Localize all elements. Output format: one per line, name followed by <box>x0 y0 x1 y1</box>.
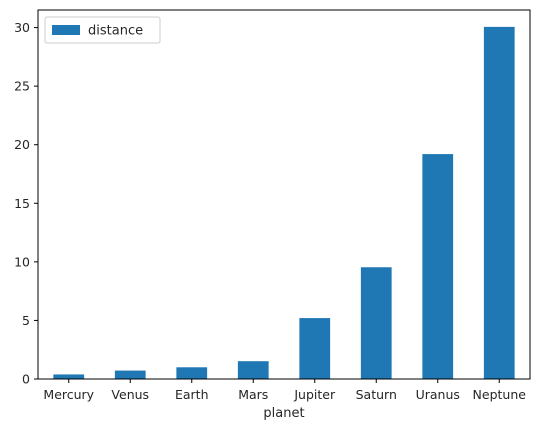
legend: distance <box>44 16 161 44</box>
x-tick-label: Jupiter <box>293 387 336 402</box>
bar-saturn <box>360 267 392 379</box>
bar-neptune <box>483 26 515 380</box>
bars-group <box>53 26 515 380</box>
x-tick-label: Neptune <box>473 387 527 402</box>
x-tick-label: Uranus <box>416 387 460 402</box>
y-tick-label: 5 <box>22 313 30 328</box>
x-axis-label: planet <box>263 406 304 421</box>
y-axis-ticks: 0 5 10 15 20 25 30 <box>14 20 38 387</box>
x-tick-label: Venus <box>111 387 149 402</box>
bar-venus <box>114 370 146 379</box>
legend-box <box>44 16 161 44</box>
y-tick-label: 10 <box>14 254 30 269</box>
y-tick-label: 20 <box>14 137 30 152</box>
x-tick-label: Earth <box>175 387 209 402</box>
x-tick-label: Saturn <box>356 387 397 402</box>
bar-mercury <box>53 374 85 379</box>
legend-label: distance <box>88 24 143 39</box>
y-tick-label: 0 <box>22 372 30 387</box>
y-tick-label: 15 <box>14 196 30 211</box>
bar-uranus <box>422 154 454 379</box>
x-axis-ticks: Mercury Venus Earth Mars Jupiter Saturn Uranus… <box>43 379 526 402</box>
bar-earth <box>176 367 208 379</box>
legend-swatch <box>52 25 80 35</box>
bar-mars <box>237 361 269 379</box>
y-tick-label: 30 <box>14 20 30 35</box>
plot-frame <box>37 9 531 380</box>
x-tick-label: Mars <box>238 387 268 402</box>
x-tick-label: Mercury <box>43 387 94 402</box>
y-tick-label: 25 <box>14 79 30 94</box>
bar-jupiter <box>299 318 331 379</box>
